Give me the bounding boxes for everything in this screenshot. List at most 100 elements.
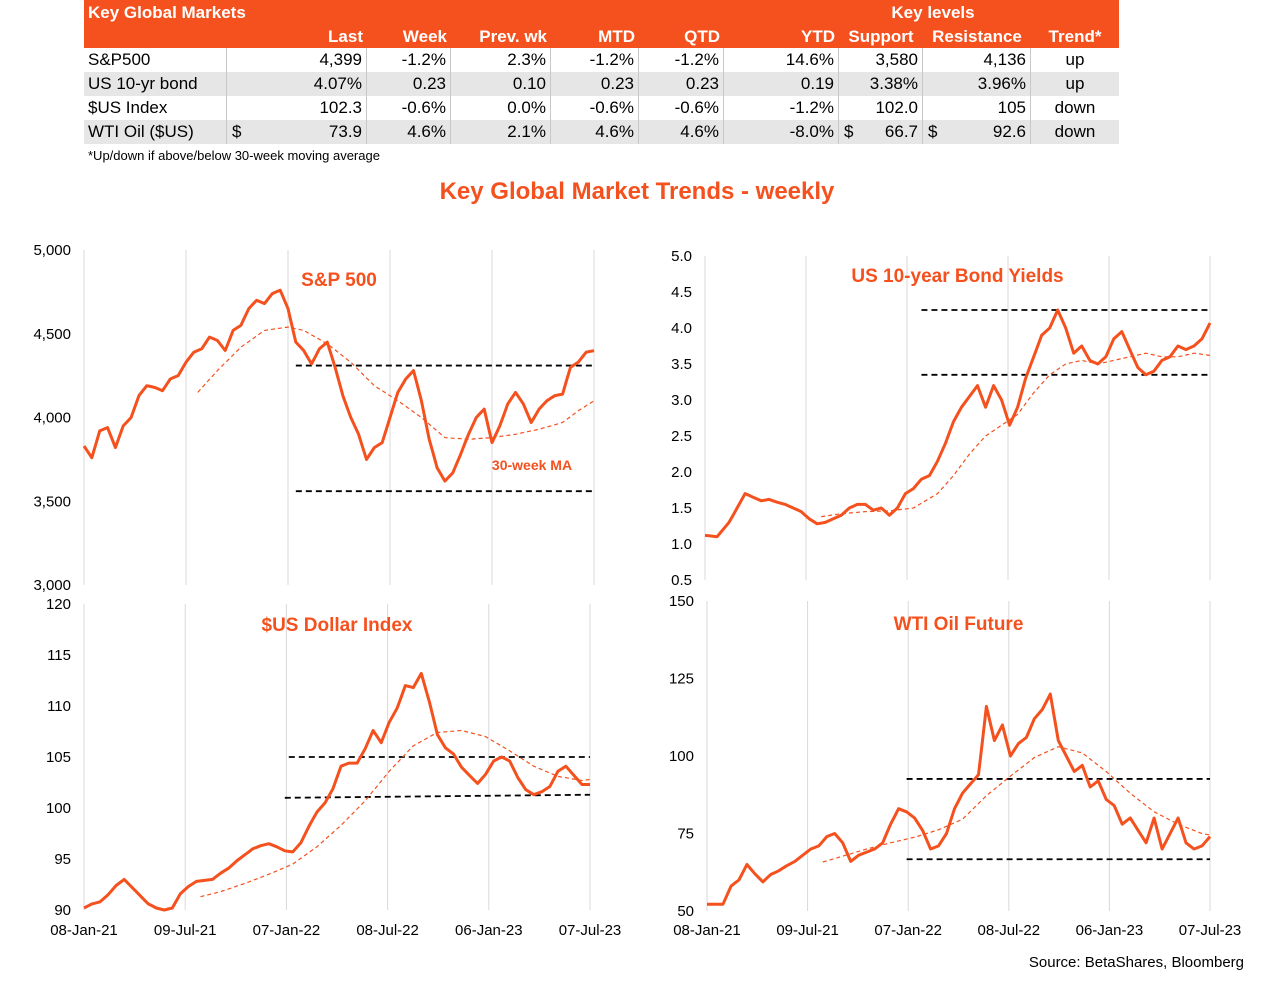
row-ytd: 0.19: [724, 72, 839, 96]
key-level-line: [284, 793, 591, 799]
row-trend: up: [1065, 74, 1085, 93]
moving-average-line: [822, 746, 1211, 863]
row-resistance: 4,136: [923, 48, 1031, 72]
y-tick-label: 120: [46, 596, 71, 613]
y-tick-label: 4.5: [671, 284, 692, 301]
y-tick-label: 100: [669, 748, 694, 765]
row-support: 3,580: [839, 48, 923, 72]
y-tick-label: 2.5: [671, 428, 692, 445]
row-qtd: -1.2%: [639, 48, 724, 72]
chart-title: US 10-year Bond Yields: [851, 266, 1063, 287]
col-header-trend: Trend*: [1048, 27, 1102, 46]
row-name: WTI Oil ($US): [84, 120, 227, 144]
chart-title: WTI Oil Future: [894, 614, 1024, 635]
x-tick-label: 06-Jan-23: [455, 922, 523, 939]
x-tick-label: 08-Jul-22: [978, 922, 1041, 939]
dollar-sign: $: [928, 122, 938, 141]
x-tick-label: 07-Jan-22: [874, 922, 942, 939]
key-levels-label: Key levels: [891, 3, 975, 22]
col-header-qtd: QTD: [684, 27, 720, 46]
col-header-mtd: MTD: [598, 27, 635, 46]
row-resistance-value: 92.6: [992, 122, 1026, 141]
x-tick-label: 07-Jul-23: [1179, 922, 1242, 939]
row-qtd: 4.6%: [639, 120, 724, 144]
col-header-resistance: Resistance: [932, 27, 1022, 46]
dollar-sign: $: [232, 122, 242, 141]
chart-panel-1: 3,000 3,500 4,000 4,500 5,000 S&P 500 30-week …: [33, 242, 595, 594]
moving-average-line: [197, 326, 595, 440]
x-tick-label: 07-Jul-23: [559, 922, 622, 939]
market-summary-table: Key Global Markets Key levels Last Week …: [84, 0, 1119, 144]
row-support-value: 66.7: [884, 122, 918, 141]
table-row: $US Index 102.3 -0.6% 0.0% -0.6% -0.6% -…: [84, 96, 1119, 120]
row-support: $66.7: [839, 120, 923, 144]
y-tick-label: 1.5: [671, 500, 692, 517]
row-support: 102.0: [839, 96, 923, 120]
price-line: [83, 671, 590, 912]
row-last: $73.9: [227, 120, 367, 144]
row-week: 0.23: [367, 72, 451, 96]
y-tick-label: 95: [54, 851, 71, 868]
x-tick-label: 08-Jan-21: [673, 922, 741, 939]
row-last: 4,399: [227, 48, 367, 72]
y-tick-label: 3,500: [33, 493, 71, 510]
row-trend: up: [1065, 50, 1085, 69]
row-prev-week: 0.0%: [451, 96, 551, 120]
y-tick-label: 4,000: [33, 410, 71, 427]
row-prev-week: 2.3%: [451, 48, 551, 72]
row-trend: down: [1054, 98, 1096, 117]
y-tick-label: 150: [669, 593, 694, 610]
y-tick-label: 4,500: [33, 326, 71, 343]
page-title: Key Global Market Trends - weekly: [439, 178, 835, 205]
row-ytd: -8.0%: [724, 120, 839, 144]
price-line: [82, 288, 595, 483]
row-week: 4.6%: [367, 120, 451, 144]
source-note: Source: BetaShares, Bloomberg: [1028, 954, 1244, 971]
row-prev-week: 2.1%: [451, 120, 551, 144]
x-tick-label: 07-Jan-22: [253, 922, 321, 939]
row-mtd: 0.23: [551, 72, 639, 96]
row-qtd: -0.6%: [639, 96, 724, 120]
table-header-row-2: Last Week Prev. wk MTD QTD YTD Support R…: [84, 25, 1119, 48]
y-tick-label: 5,000: [33, 242, 71, 259]
y-tick-label: 4.0: [671, 320, 692, 337]
chart-title: $US Dollar Index: [262, 615, 413, 636]
ma-annotation: 30-week MA: [492, 457, 572, 473]
col-header-support: Support: [848, 27, 914, 46]
y-tick-label: 2.0: [671, 464, 692, 481]
x-tick-label: 06-Jan-23: [1076, 922, 1144, 939]
y-tick-label: 105: [46, 749, 71, 766]
chart-panel-2: 0.5 1.0 1.5 2.0 2.5 3.0 3.5 4.0 4.5 5.0 US 10-year…: [671, 248, 1212, 589]
row-name: S&P500: [84, 48, 227, 72]
y-tick-label: 0.5: [671, 572, 692, 589]
price-line: [704, 308, 1212, 539]
table-header-row-1: Key Global Markets Key levels: [84, 0, 1119, 25]
row-week: -0.6%: [367, 96, 451, 120]
table-row: WTI Oil ($US) $73.9 4.6% 2.1% 4.6% 4.6% …: [84, 120, 1119, 144]
x-tick-label: 08-Jan-21: [50, 922, 118, 939]
row-last: 4.07%: [227, 72, 367, 96]
row-resistance: 3.96%: [923, 72, 1031, 96]
y-tick-label: 75: [677, 826, 694, 843]
table-title: Key Global Markets: [88, 3, 246, 22]
price-line: [707, 692, 1212, 906]
row-week: -1.2%: [367, 48, 451, 72]
row-name: $US Index: [84, 96, 227, 120]
y-tick-label: 115: [47, 647, 71, 664]
row-last: 102.3: [227, 96, 367, 120]
x-tick-label: 09-Jul-21: [154, 922, 217, 939]
row-trend: down: [1054, 122, 1096, 141]
row-prev-week: 0.10: [451, 72, 551, 96]
y-tick-label: 1.0: [671, 536, 692, 553]
table-row: S&P500 4,399 -1.2% 2.3% -1.2% -1.2% 14.6…: [84, 48, 1119, 72]
y-tick-label: 125: [669, 671, 694, 688]
col-header-prev-week: Prev. wk: [479, 27, 547, 46]
row-last-value: 73.9: [328, 122, 362, 141]
col-header-last: Last: [328, 27, 363, 46]
chart-title: S&P 500: [301, 270, 377, 291]
row-name: US 10-yr bond: [84, 72, 227, 96]
dollar-sign: $: [844, 122, 854, 141]
row-mtd: 4.6%: [551, 120, 639, 144]
y-tick-label: 90: [54, 902, 71, 919]
